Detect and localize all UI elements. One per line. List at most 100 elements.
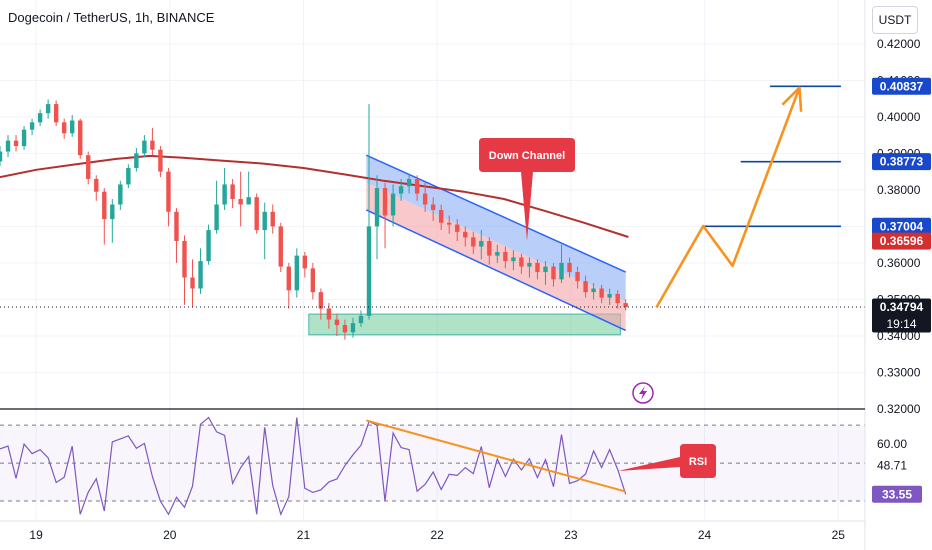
candle-body [503, 251, 508, 262]
candle-body [110, 204, 115, 220]
candle-body [94, 178, 99, 192]
price-tag [872, 217, 931, 235]
rsi-value-tag [872, 485, 922, 503]
candle-body [206, 230, 211, 262]
candle-body [519, 257, 524, 267]
candle-body [222, 184, 227, 205]
candle-body [45, 104, 51, 114]
candle-body [254, 197, 259, 231]
moving-average-line [0, 154, 629, 238]
candle-body [37, 113, 43, 123]
candle-body [398, 186, 404, 194]
currency-button[interactable]: USDT [872, 6, 918, 34]
price-tag [872, 232, 931, 250]
levels-layer [0, 85, 865, 308]
candle-body [190, 277, 195, 289]
candle-body [382, 188, 388, 216]
rsi-pane [0, 416, 865, 517]
candle-body [551, 266, 556, 280]
time-tick-label: 19 [29, 528, 43, 542]
candle-body [414, 178, 420, 194]
support-zone [308, 313, 621, 336]
annotations-layer: Down Channel RSI [479, 138, 716, 478]
candle-body [0, 151, 3, 162]
candle-body [342, 325, 348, 333]
candle-body [53, 104, 59, 123]
candle-body [158, 149, 163, 172]
candle-body [406, 178, 412, 187]
candle-body [126, 167, 131, 185]
candle-body [262, 211, 267, 231]
support-zone-layer [308, 313, 621, 336]
price-tag [872, 298, 931, 333]
projection-path [655, 87, 801, 309]
candle-body [86, 155, 91, 179]
candle-body [543, 266, 548, 273]
candle-body [455, 224, 460, 232]
price-tag [872, 77, 931, 95]
candle-body [623, 303, 628, 308]
projection-arrowhead [781, 86, 803, 112]
rsi-line [0, 416, 627, 517]
price-tag-label: 0.36596 [880, 234, 924, 248]
candle-body [238, 199, 243, 205]
candle-body [447, 222, 452, 225]
time-axis[interactable]: 19 20 21 22 23 24 25 [0, 520, 865, 542]
lightning-icon[interactable] [632, 382, 654, 404]
rsi-tick-label: 48.71 [877, 459, 907, 473]
time-tick-label: 23 [564, 528, 578, 542]
candle-body [471, 237, 476, 247]
candle-body [29, 122, 35, 130]
candle-body [591, 288, 596, 293]
candle-body [134, 153, 139, 168]
down-channel-label: Down Channel [489, 150, 565, 162]
candle-body [69, 120, 75, 134]
candle-body [438, 209, 444, 223]
candle-body [366, 226, 372, 316]
candle-body [78, 120, 83, 156]
candle-body [150, 140, 155, 150]
candle-body [599, 288, 604, 298]
time-tick-label: 22 [430, 528, 444, 542]
price-tick-label: 0.38000 [877, 183, 921, 197]
candle-body [246, 197, 251, 205]
candle-body [286, 266, 291, 291]
candle-body [166, 171, 171, 212]
currency-label: USDT [878, 13, 912, 27]
channel-lower-line [366, 209, 627, 332]
candle-body [487, 241, 492, 256]
candle-body [5, 140, 11, 152]
candle-body [334, 319, 340, 326]
candle-body [302, 255, 308, 269]
candle-body [182, 241, 187, 278]
candle-body [479, 241, 484, 247]
price-tag [872, 153, 931, 171]
candle-body [318, 292, 324, 309]
price-tick-label: 0.33000 [877, 365, 921, 379]
candle-body [422, 193, 428, 205]
candle-body [350, 323, 356, 333]
candle-body [358, 315, 364, 324]
rsi-callout[interactable] [618, 444, 716, 478]
channel-lower-fill [366, 182, 626, 331]
time-tick-label: 20 [163, 528, 177, 542]
candle-body [374, 188, 380, 227]
rsi-value-label: 33.55 [882, 487, 912, 501]
price-tick-label: 0.42000 [877, 37, 921, 51]
rsi-band [0, 425, 865, 502]
moving-average-layer [0, 154, 629, 238]
price-tag-label: 0.38773 [880, 155, 924, 169]
candle-body [535, 262, 540, 273]
candle-body [174, 211, 179, 242]
candle-body [118, 184, 123, 205]
down-channel-callout[interactable] [479, 138, 575, 241]
candle-body [270, 211, 275, 227]
time-tick-label: 24 [698, 528, 712, 542]
price-tick-label: 0.36000 [877, 256, 921, 270]
candle-body [527, 262, 532, 267]
candle-body [198, 261, 203, 289]
